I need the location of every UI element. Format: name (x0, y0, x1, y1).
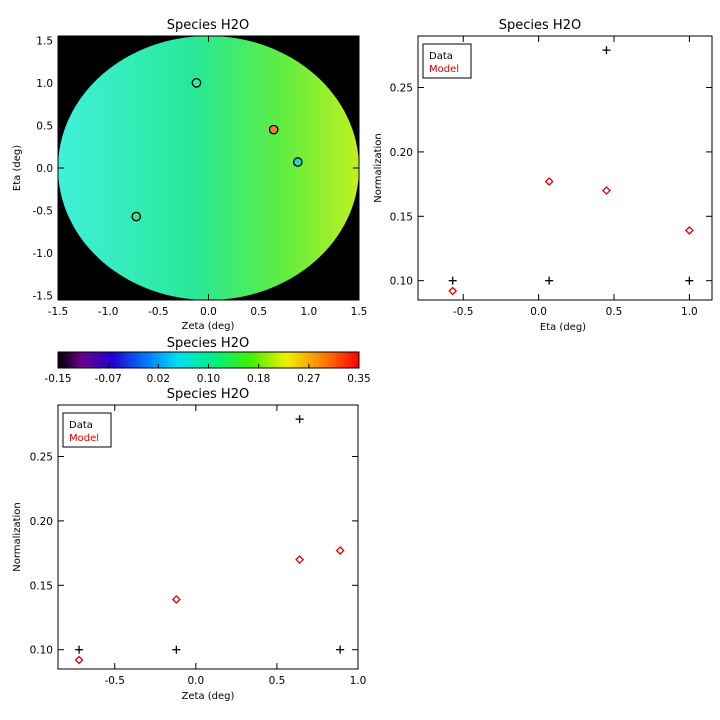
scatter-zeta-legend: Data Model (62, 412, 112, 448)
heatmap-point (191, 77, 202, 88)
heatmap-title: Species H2O (167, 18, 249, 33)
y-tick-label: 0.15 (30, 580, 53, 592)
data-point-plus (602, 46, 611, 55)
heatmap-panel: Species H2O -1.5 -1.0 -0.5 0.0 0.5 1.0 1.5-1.5… (12, 18, 367, 332)
scatter-zeta-ticks: -0.5 0.0 0.5 1.0 0.10 0.15 0.20 0.25 (30, 405, 367, 687)
heatmap-points (131, 77, 303, 222)
y-tick-label: 0.20 (390, 147, 413, 159)
legend-box (62, 412, 112, 448)
model-point-diamond (171, 595, 181, 604)
scatter-eta-x-label: Eta (deg) (540, 322, 586, 333)
scatter-eta-y-label: Normalization (373, 133, 384, 203)
legend-data-label: Data (429, 51, 453, 62)
data-point-plus (75, 645, 84, 654)
y-tick-label: 1.0 (36, 78, 53, 90)
legend-box (422, 43, 472, 79)
y-tick-label: 0.5 (36, 120, 53, 132)
colorbar-tick-label: 0.10 (197, 373, 220, 385)
legend-model-label: Model (69, 433, 99, 444)
legend-model-label: Model (429, 64, 459, 75)
y-tick-label: 0.15 (390, 211, 413, 223)
scatter-eta-ticks: -0.5 0.0 0.5 1.0 0.10 0.15 0.20 0.25 (390, 36, 712, 318)
y-tick-label: -1.0 (33, 248, 54, 260)
heatmap-x-ticks: -1.5 -1.0 -0.5 0.0 0.5 1.0 1.5 -1.5 -1.0 -0.5 0.0 0… (33, 35, 368, 318)
colorbar-tick-label: 0.02 (147, 373, 170, 385)
colorbar-tick-label: -0.07 (95, 373, 122, 385)
model-point-diamond (295, 555, 305, 564)
model-point-diamond (544, 177, 554, 186)
scatter-eta-legend: Data Model (422, 43, 472, 79)
scatter-zeta-y-label: Normalization (12, 502, 23, 572)
y-tick-label: 0.20 (30, 516, 53, 528)
x-tick-label: -1.5 (48, 306, 69, 318)
model-point-diamond (448, 286, 458, 296)
scatter-eta-title: Species H2O (499, 18, 581, 33)
x-tick-label: 0.0 (530, 306, 547, 318)
data-point-plus (336, 645, 345, 654)
x-tick-label: -0.5 (453, 306, 474, 318)
scatter-eta-panel: Species H2O -0.5 0.0 0.5 1.0 0.10 0.15 0.20 0.2… (373, 18, 713, 333)
x-tick-label: 1.0 (350, 675, 367, 687)
x-tick-label: 0.5 (269, 675, 286, 687)
x-tick-label: -0.5 (148, 306, 169, 318)
x-tick-label: 0.5 (250, 306, 267, 318)
colorbar-tick-label: -0.15 (44, 373, 71, 385)
colorbar-tick-label: 0.27 (297, 373, 320, 385)
x-tick-label: 1.0 (681, 306, 698, 318)
y-tick-label: 0.25 (30, 452, 53, 464)
scatter-zeta-panel: Species H2O -0.5 0.0 0.5 1.0 0.10 0.15 0.20 0.2… (12, 387, 366, 702)
model-point-diamond (684, 226, 694, 235)
legend-data-label: Data (69, 420, 93, 431)
heatmap-point (268, 124, 279, 135)
scatter-zeta-marks (74, 415, 345, 665)
heatmap-point (131, 211, 142, 222)
x-tick-label: 1.5 (351, 306, 368, 318)
x-tick-label: 0.5 (606, 306, 623, 318)
heatmap-x-label: Zeta (deg) (182, 321, 235, 332)
y-tick-label: -1.5 (33, 291, 54, 303)
y-tick-label: 0.0 (36, 163, 53, 175)
y-tick-label: -0.5 (33, 206, 54, 218)
x-tick-label: -0.5 (105, 675, 126, 687)
data-point-plus (172, 645, 181, 654)
y-tick-label: 0.10 (390, 276, 413, 288)
y-tick-label: 1.5 (36, 35, 53, 47)
colorbar-tick-label: 0.18 (247, 373, 270, 385)
model-point-diamond (74, 655, 84, 665)
x-tick-label: 0.0 (200, 306, 217, 318)
data-point-plus (295, 415, 304, 424)
data-point-plus (545, 276, 554, 285)
data-point-plus (685, 276, 694, 285)
heatmap-point (292, 157, 303, 167)
scatter-eta-frame (417, 35, 713, 301)
scatter-zeta-title: Species H2O (167, 387, 249, 402)
data-point-plus (448, 276, 457, 285)
colorbar-title: Species H2O (167, 336, 249, 351)
colorbar-tick-label: 0.35 (347, 373, 370, 385)
y-tick-label: 0.10 (30, 645, 53, 657)
x-tick-label: 0.0 (187, 675, 204, 687)
heatmap-y-label: Eta (deg) (12, 145, 23, 191)
scatter-zeta-frame (57, 404, 359, 670)
scatter-eta-marks (448, 46, 694, 296)
colorbar-panel: Species H2O -0.15 -0.07 0.02 0.10 0.18 0.27 0.… (44, 336, 370, 385)
x-tick-label: -1.0 (98, 306, 119, 318)
model-point-diamond (335, 546, 345, 555)
colorbar-ticks: -0.15 -0.07 0.02 0.10 0.18 0.27 0.35 (44, 364, 371, 385)
model-point-diamond (602, 186, 611, 195)
y-tick-label: 0.25 (390, 83, 413, 95)
scatter-zeta-x-label: Zeta (deg) (182, 691, 235, 702)
x-tick-label: 1.0 (300, 306, 317, 318)
heatmap-disk (58, 36, 359, 300)
